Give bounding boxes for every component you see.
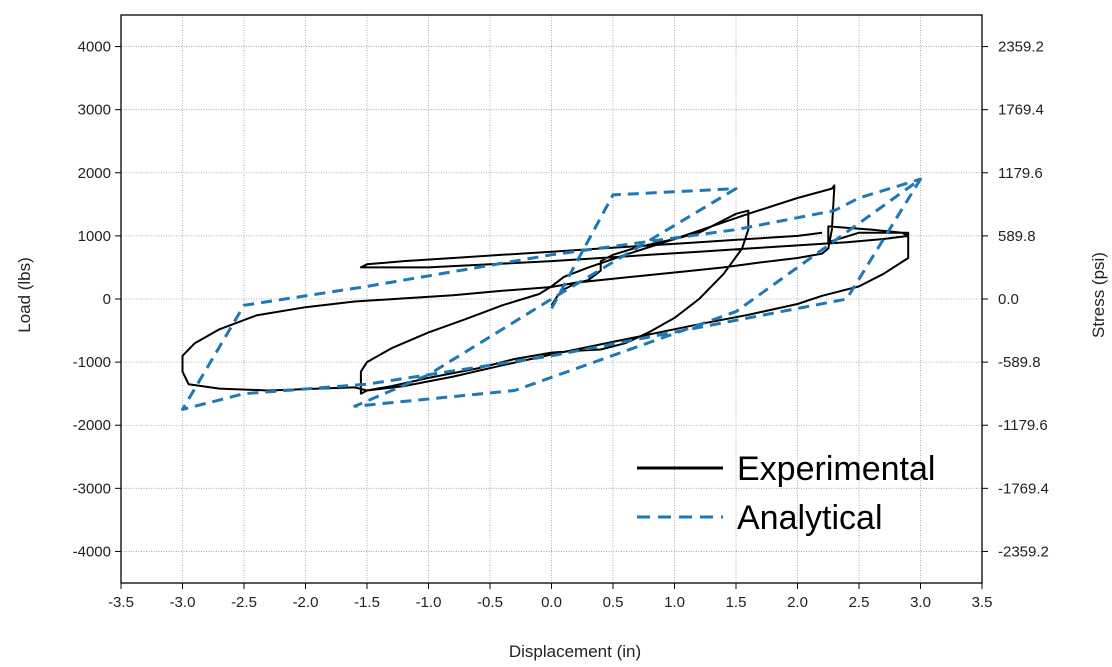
y-tick-label: -2000 — [73, 417, 111, 434]
x-tick-label: -0.5 — [477, 594, 503, 611]
y2-tick-label: 1179.6 — [998, 165, 1043, 182]
y2-tick-label: -2359.2 — [998, 543, 1049, 560]
series-layer — [181, 177, 922, 411]
y-tick-label: -4000 — [73, 543, 111, 560]
series-line-analytical — [181, 177, 922, 411]
y2-tick-label: 1769.4 — [998, 102, 1044, 119]
series-line-experimental — [181, 184, 910, 395]
x-tick-label: 1.0 — [664, 594, 685, 611]
y2-tick-label: 589.8 — [998, 228, 1036, 245]
y-tick-label: 1000 — [78, 228, 111, 245]
x-tick-label: 3.5 — [972, 594, 993, 611]
y-tick-label: -1000 — [73, 354, 111, 371]
x-tick-label: -3.5 — [108, 594, 134, 611]
y2-tick-label: 2359.2 — [998, 39, 1044, 56]
y2-axis-label: Stress (psi) — [1089, 252, 1108, 338]
x-tick-label: 3.0 — [910, 594, 931, 611]
x-tick-label: -2.5 — [231, 594, 257, 611]
y-tick-label: 4000 — [78, 39, 111, 56]
y-tick-label: 3000 — [78, 102, 111, 119]
y2-tick-label: 0.0 — [998, 291, 1019, 308]
x-tick-label: 0.5 — [603, 594, 624, 611]
x-axis-label: Displacement (in) — [509, 642, 641, 661]
y-tick-label: 0 — [103, 291, 111, 308]
x-tick-label: 1.5 — [726, 594, 747, 611]
y2-tick-label: -1179.6 — [998, 417, 1048, 434]
x-tick-label: 2.5 — [849, 594, 870, 611]
x-tick-label: 0.0 — [541, 594, 562, 611]
x-tick-label: -3.0 — [170, 594, 196, 611]
x-tick-label: -1.5 — [354, 594, 380, 611]
y-tick-label: -3000 — [73, 480, 111, 497]
y2-tick-label: -589.8 — [998, 354, 1041, 371]
y2-tick-label: -1769.4 — [998, 480, 1049, 497]
y-tick-labels: -4000 -3000 -2000 -1000 0 1000 2000 3000 4000 — [73, 39, 121, 560]
gridlines — [120, 15, 983, 583]
x-tick-label: -2.0 — [293, 594, 319, 611]
legend-label-analytical: Analytical — [737, 499, 883, 537]
legend-label-experimental: Experimental — [737, 450, 935, 488]
x-tick-label: -1.0 — [416, 594, 442, 611]
y-tick-label: 2000 — [78, 165, 111, 182]
y-axis-label: Load (lbs) — [15, 257, 34, 333]
x-tick-labels: -3.5 -3.0 -2.5 -2.0 -1.5 -1.0 -0.5 0.0 0.5 1.0 1.5… — [108, 583, 992, 611]
legend: Experimental Analytical — [637, 450, 935, 537]
y2-tick-labels: -2359.2 -1769.4 -1179.6 -589.8 0.0 589.8 1179.… — [982, 39, 1049, 560]
x-tick-label: 2.0 — [787, 594, 808, 611]
